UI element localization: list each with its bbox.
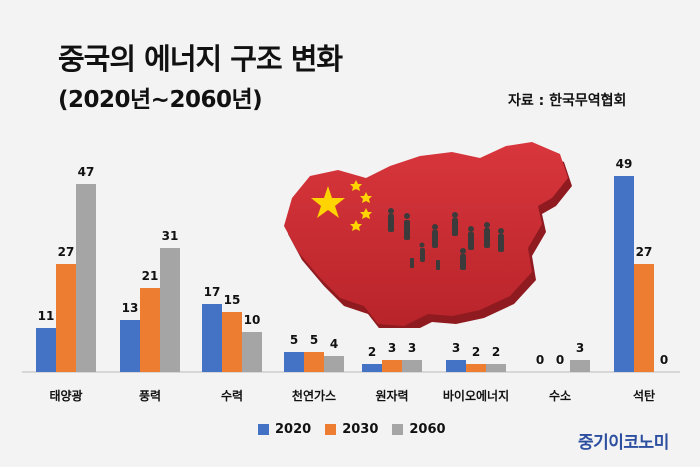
value-label-2060-2: 10 [244, 313, 261, 327]
bar-2030-1 [140, 288, 160, 372]
legend-label-2030: 2030 [342, 422, 379, 437]
category-label-3: 천연가스 [292, 388, 336, 403]
flag-star-large-icon [311, 186, 345, 218]
bar-2020-5 [446, 360, 466, 372]
bar-2030-3 [304, 352, 324, 372]
bar-2020-3 [284, 352, 304, 372]
category-label-7: 석탄 [633, 388, 655, 403]
value-label-2030-5: 2 [472, 345, 480, 359]
value-label-2020-3: 5 [290, 333, 298, 347]
bar-2060-6 [570, 360, 590, 372]
category-label-5: 바이오에너지 [443, 388, 509, 403]
people-figurines [388, 208, 504, 270]
bar-2020-1 [120, 320, 140, 372]
value-label-2060-4: 3 [408, 341, 416, 355]
category-label-6: 수소 [549, 389, 571, 403]
bar-2020-2 [202, 304, 222, 372]
bar-2020-7 [614, 176, 634, 372]
category-label-1: 풍력 [139, 389, 161, 403]
value-label-2020-2: 17 [204, 285, 221, 299]
value-label-2020-6: 0 [536, 353, 544, 367]
bar-2060-5 [486, 364, 506, 372]
value-label-2030-0: 27 [58, 245, 75, 259]
bar-2030-5 [466, 364, 486, 372]
value-label-2020-4: 2 [368, 345, 376, 359]
value-label-2060-7: 0 [660, 353, 668, 367]
legend-item-2020: 2020 [258, 422, 311, 437]
bar-2030-2 [222, 312, 242, 372]
flag-star-small-icon [350, 180, 362, 191]
flag-star-small-icon [360, 192, 372, 203]
value-label-2020-0: 11 [38, 309, 55, 323]
flag-star-small-icon [360, 208, 372, 219]
category-label-2: 수력 [221, 389, 243, 403]
value-label-2020-7: 49 [616, 157, 633, 171]
value-label-2020-5: 3 [452, 341, 460, 355]
bar-2060-0 [76, 184, 96, 372]
chart-legend: 2020 2030 2060 [258, 422, 446, 437]
bar-2030-7 [634, 264, 654, 372]
legend-swatch-2020 [258, 424, 269, 435]
bar-2020-0 [36, 328, 56, 372]
legend-swatch-2060 [392, 424, 404, 435]
flag-star-small-icon [350, 220, 362, 231]
legend-label-2020: 2020 [275, 422, 312, 437]
value-label-2060-5: 2 [492, 345, 500, 359]
value-label-2030-4: 3 [388, 341, 396, 355]
page-title: 중국의 에너지 구조 변화 [58, 42, 343, 76]
value-label-2060-1: 31 [162, 229, 179, 243]
china-map-illustration [284, 142, 572, 328]
value-label-2020-1: 13 [122, 301, 139, 315]
legend-label-2060: 2060 [409, 422, 446, 437]
bar-2060-1 [160, 248, 180, 372]
bar-2030-0 [56, 264, 76, 372]
bar-2060-3 [324, 356, 344, 372]
category-label-4: 원자력 [375, 388, 408, 403]
legend-item-2030: 2030 [325, 422, 378, 437]
bar-2030-4 [382, 360, 402, 372]
legend-item-2060: 2060 [392, 422, 446, 437]
source-note: 자료 : 한국무역협회 [508, 93, 627, 109]
value-label-2030-3: 5 [310, 333, 318, 347]
value-label-2060-0: 47 [78, 165, 95, 179]
value-label-2030-6: 0 [556, 353, 564, 367]
value-label-2030-2: 15 [224, 293, 241, 307]
bar-2060-4 [402, 360, 422, 372]
value-label-2060-6: 3 [576, 341, 584, 355]
brand-logo-text: 중기이코노미 [578, 433, 669, 453]
bar-2060-2 [242, 332, 262, 372]
page-subtitle: (2020년~2060년) [58, 87, 263, 113]
legend-swatch-2030 [325, 424, 337, 435]
value-label-2030-1: 21 [142, 269, 159, 283]
category-label-0: 태양광 [49, 388, 82, 403]
bar-2020-4 [362, 364, 382, 372]
value-label-2060-3: 4 [330, 337, 338, 351]
value-label-2030-7: 27 [636, 245, 653, 259]
